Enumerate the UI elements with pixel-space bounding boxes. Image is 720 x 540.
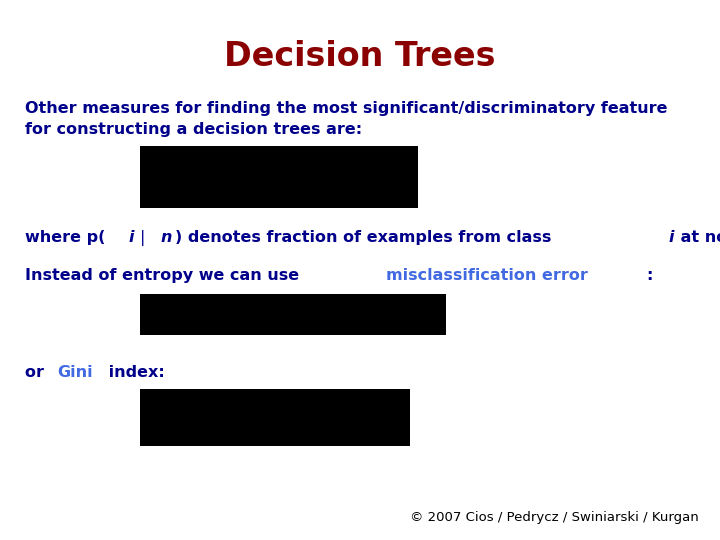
Text: n: n (161, 230, 172, 245)
Text: i: i (668, 230, 674, 245)
Text: © 2007 Cios / Pedrycz / Swiniarski / Kurgan: © 2007 Cios / Pedrycz / Swiniarski / Kur… (410, 511, 698, 524)
Text: Decision Trees: Decision Trees (224, 40, 496, 73)
Text: i: i (129, 230, 135, 245)
Text: Gini: Gini (57, 365, 93, 380)
Bar (140, 389, 410, 446)
Text: or: or (25, 365, 50, 380)
Text: misclassification error: misclassification error (386, 268, 588, 283)
Text: where p(: where p( (25, 230, 106, 245)
Text: at node: at node (675, 230, 720, 245)
Text: Instead of entropy we can use: Instead of entropy we can use (25, 268, 305, 283)
Text: for constructing a decision trees are:: for constructing a decision trees are: (25, 122, 362, 137)
Text: Other measures for finding the most significant/discriminatory feature: Other measures for finding the most sign… (25, 100, 667, 116)
Bar (140, 146, 418, 208)
Text: :: : (647, 268, 653, 283)
Text: ) denotes fraction of examples from class: ) denotes fraction of examples from clas… (175, 230, 557, 245)
Text: ❘: ❘ (136, 230, 149, 246)
Bar (140, 294, 446, 335)
Text: index:: index: (103, 365, 165, 380)
